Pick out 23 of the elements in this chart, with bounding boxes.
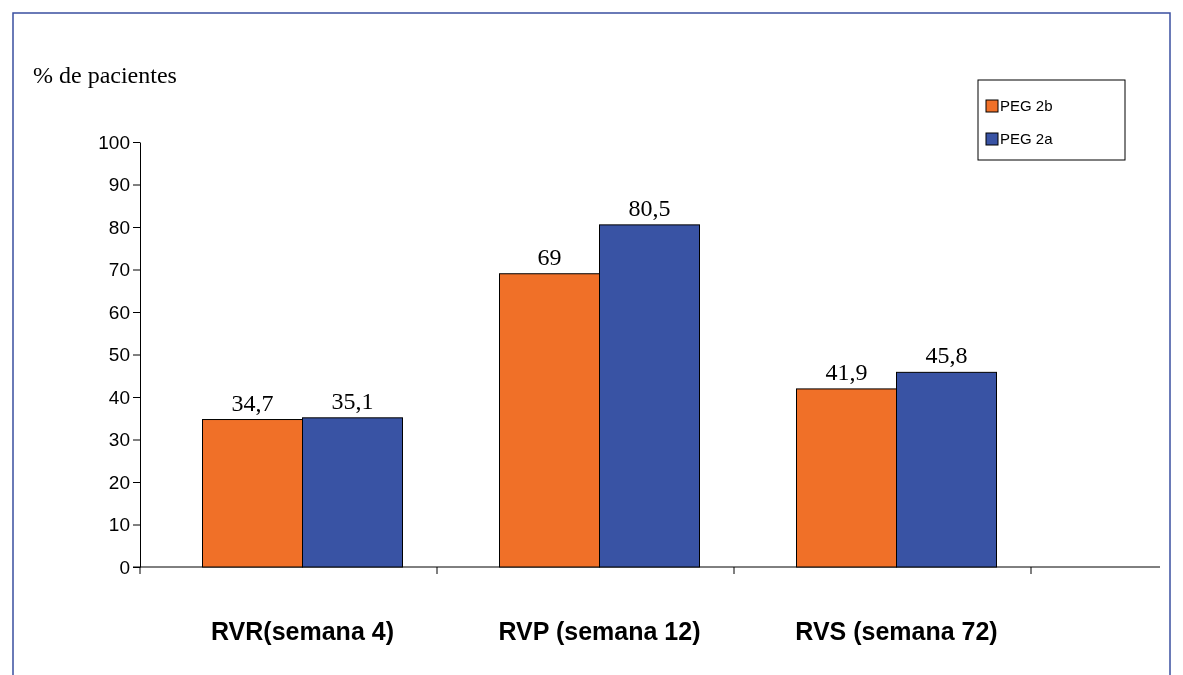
x-tick-label: RVP (semana 12) — [498, 617, 701, 645]
y-tick-label: 10 — [108, 514, 130, 536]
legend-label: PEG 2b — [1000, 97, 1053, 114]
x-tick-label: RVS (semana 72) — [795, 617, 998, 645]
y-axis-title: % de pacientes — [33, 62, 177, 88]
legend-label: PEG 2a — [1000, 130, 1054, 147]
y-tick-label: 70 — [108, 259, 130, 281]
data-label: 41,9 — [825, 358, 868, 385]
data-label: 45,8 — [925, 342, 968, 369]
y-tick-label: 40 — [108, 386, 130, 408]
y-tick-label: 100 — [98, 131, 130, 153]
y-tick-label: 50 — [108, 344, 130, 366]
y-tick-label: 0 — [119, 556, 130, 578]
data-label: 80,5 — [628, 194, 671, 221]
y-tick-label: 80 — [108, 216, 130, 238]
y-tick-label: 60 — [108, 301, 130, 323]
data-label: 69 — [537, 243, 562, 270]
y-tick-label: 90 — [108, 174, 130, 196]
y-tick-label: 20 — [108, 471, 130, 493]
data-label: 35,1 — [331, 387, 374, 414]
x-tick-label: RVR(semana 4) — [211, 617, 394, 645]
y-tick-label: 30 — [108, 429, 130, 451]
data-label: 34,7 — [231, 389, 274, 416]
